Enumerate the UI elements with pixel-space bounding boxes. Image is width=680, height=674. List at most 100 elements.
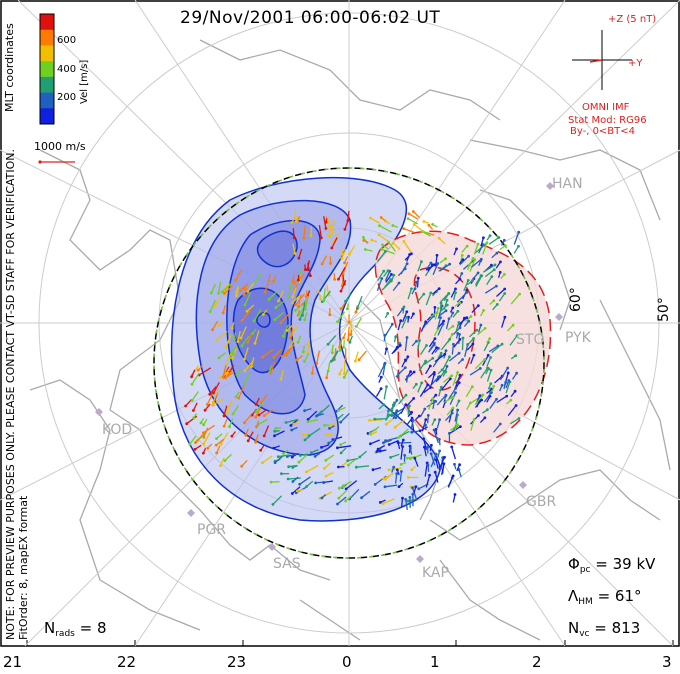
velocity-vector-origin — [405, 310, 409, 314]
velocity-vector-origin — [408, 496, 412, 499]
velocity-vector-origin — [297, 305, 300, 308]
velocity-vector — [423, 446, 427, 457]
velocity-vector-origin — [431, 356, 435, 360]
velocity-vector-origin — [339, 289, 343, 293]
velocity-vector-origin — [301, 302, 305, 306]
velocity-vector-origin — [451, 324, 455, 328]
velocity-vector-origin — [292, 422, 296, 426]
velocity-vector-origin — [243, 369, 247, 372]
velocity-vector-origin — [378, 501, 382, 504]
velocity-vector-origin — [284, 421, 288, 424]
velocity-vector — [299, 476, 311, 485]
velocity-vector-origin — [326, 233, 330, 237]
velocity-vector — [401, 498, 404, 507]
colorbar-tick-200: 200 — [57, 92, 77, 103]
velocity-vector-origin — [223, 459, 227, 462]
velocity-colorbar — [40, 14, 54, 125]
velocity-vector-origin — [437, 375, 440, 379]
velocity-vector-origin — [322, 299, 326, 303]
velocity-vector — [260, 394, 268, 403]
velocity-vector-origin — [469, 315, 473, 318]
velocity-scale-dot — [38, 160, 42, 164]
velocity-vector-origin — [217, 292, 220, 295]
velocity-vector-origin — [397, 436, 400, 439]
velocity-vector-origin — [338, 345, 341, 349]
velocity-vector — [348, 245, 356, 255]
velocity-vector-origin — [384, 422, 388, 426]
velocity-vector — [340, 412, 350, 423]
velocity-vector — [344, 293, 351, 302]
velocity-vector-origin — [295, 358, 299, 362]
velocity-vector-origin — [495, 284, 498, 288]
velocity-vector — [473, 243, 479, 255]
velocity-vector-origin — [217, 323, 221, 327]
velocity-vector — [262, 348, 274, 358]
velocity-vector — [466, 338, 475, 347]
velocity-vector-origin — [245, 309, 249, 313]
velocity-vector-origin — [439, 301, 443, 305]
velocity-vector — [361, 490, 371, 499]
velocity-vector-origin — [406, 375, 409, 378]
velocity-vector — [404, 337, 408, 352]
velocity-vector-origin — [461, 358, 464, 361]
velocity-vector-origin — [301, 433, 305, 437]
velocity-vector — [434, 353, 446, 363]
velocity-vector-origin — [482, 309, 485, 312]
velocity-vector — [308, 427, 321, 437]
velocity-vector-origin — [309, 234, 313, 238]
velocity-vector-origin — [192, 416, 196, 420]
velocity-vector-origin — [404, 403, 408, 406]
velocity-vector — [326, 215, 331, 227]
velocity-vector-origin — [447, 292, 450, 295]
velocity-vector — [336, 311, 346, 323]
velocity-vector — [486, 370, 492, 382]
velocity-vector-origin — [477, 414, 480, 417]
velocity-vector-origin — [404, 393, 408, 397]
velocity-vector — [454, 374, 461, 389]
velocity-vector-origin — [336, 446, 339, 450]
velocity-vector-origin — [291, 295, 295, 299]
velocity-vector — [400, 446, 404, 460]
velocity-vector-origin — [433, 306, 437, 309]
velocity-vector-origin — [230, 350, 234, 354]
velocity-vector-origin — [498, 422, 502, 426]
velocity-vector — [434, 472, 439, 483]
velocity-vector — [420, 345, 428, 356]
velocity-vector-origin — [263, 290, 267, 294]
velocity-vector-origin — [297, 278, 300, 282]
velocity-vector — [347, 457, 359, 462]
velocity-vector-origin — [222, 414, 226, 418]
velocity-vector-origin — [414, 280, 418, 284]
velocity-vector-origin — [276, 455, 280, 459]
velocity-vector-origin — [297, 460, 301, 464]
velocity-vector — [447, 388, 457, 401]
velocity-vector-origin — [331, 351, 334, 355]
velocity-vector — [215, 438, 225, 446]
velocity-vector-origin — [450, 445, 454, 449]
velocity-vector-origin — [261, 313, 265, 316]
velocity-vector — [247, 333, 252, 343]
velocity-vector-origin — [470, 385, 474, 389]
velocity-vector-origin — [211, 328, 215, 332]
velocity-vector-origin — [288, 337, 292, 340]
mlt-label-21: 21 — [3, 653, 23, 671]
velocity-vector-origin — [287, 465, 291, 469]
velocity-vector-origin — [482, 236, 485, 240]
velocity-vector-origin — [465, 244, 469, 248]
imf-vector — [589, 59, 603, 63]
velocity-vector-origin — [424, 423, 427, 427]
velocity-vector — [337, 266, 346, 280]
velocity-vector — [253, 273, 262, 284]
velocity-vector-origin — [450, 411, 454, 415]
velocity-vector-origin — [467, 254, 470, 258]
velocity-vector-origin — [413, 287, 417, 290]
velocity-vector-origin — [354, 359, 357, 363]
velocity-vector-origin — [291, 301, 294, 305]
velocity-vector — [306, 464, 319, 473]
velocity-vector-origin — [306, 420, 310, 423]
velocity-vector-origin — [208, 392, 212, 396]
velocity-vector — [410, 454, 422, 460]
velocity-vector — [327, 361, 331, 372]
velocity-vector — [507, 405, 517, 417]
velocity-vector-origin — [428, 364, 432, 368]
